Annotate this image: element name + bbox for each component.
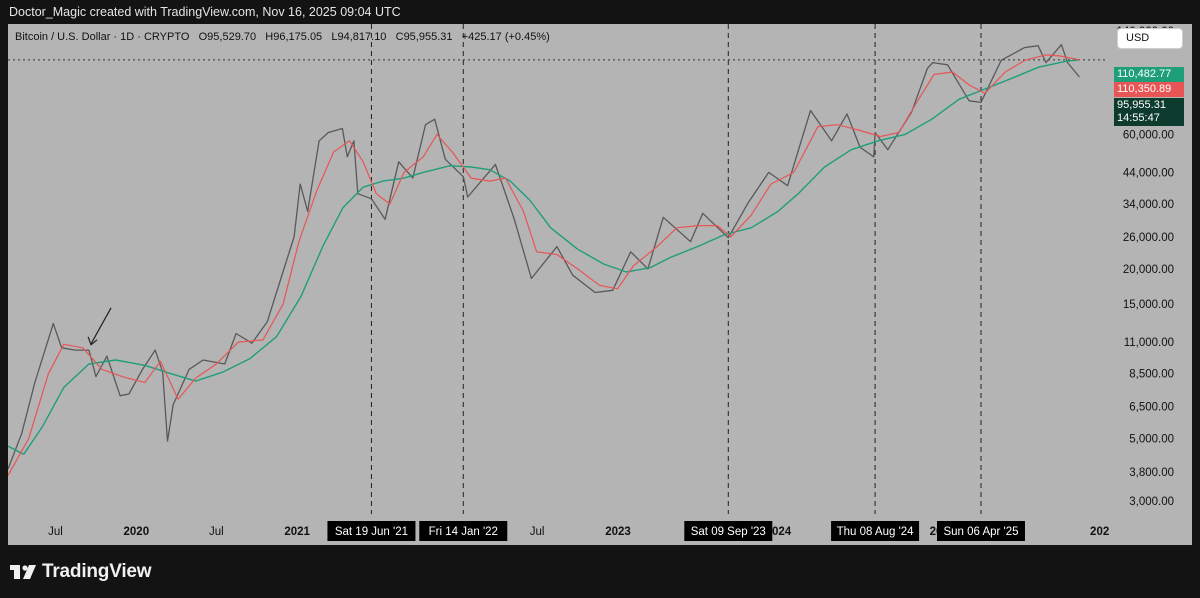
last-price-tag: 95,955.31 bbox=[1114, 98, 1184, 113]
arrow-shaft bbox=[90, 307, 112, 345]
currency-button[interactable]: USD bbox=[1117, 28, 1183, 49]
y-tick-label: 60,000.00 bbox=[1123, 129, 1174, 141]
y-tick-label: 26,000.00 bbox=[1123, 232, 1174, 244]
x-tick-label: 2020 bbox=[124, 526, 150, 538]
bar-countdown-tag: 14:55:47 bbox=[1114, 111, 1184, 126]
slow-moving-average bbox=[8, 59, 1080, 455]
marker-date-box bbox=[327, 521, 416, 541]
marker-date-label: Sat 19 Jun '21 bbox=[335, 526, 408, 538]
vertical-markers bbox=[370, 24, 982, 514]
low-value: L94,817.10 bbox=[331, 31, 387, 43]
chart-caption: Doctor_Magic created with TradingView.co… bbox=[9, 5, 401, 19]
x-tick-label: Jul bbox=[48, 526, 63, 538]
marker-date-box bbox=[831, 521, 920, 541]
x-tick-label: Jul bbox=[530, 526, 545, 538]
marker-date-box bbox=[684, 521, 773, 541]
y-tick-label: 5,000.00 bbox=[1129, 434, 1174, 446]
x-tick-label: 202 bbox=[1090, 526, 1109, 538]
y-tick-label: 15,000.00 bbox=[1123, 299, 1174, 311]
open-value: O95,529.70 bbox=[198, 31, 257, 43]
y-tick-label: 11,000.00 bbox=[1124, 337, 1174, 349]
y-tick-label: 8,500.00 bbox=[1129, 369, 1174, 381]
x-tick-label: Jul bbox=[209, 526, 224, 538]
tradingview-logo[interactable]: TradingView bbox=[10, 560, 152, 584]
x-axis: Jul2020Jul2021Jul20232024202202Sat 19 Ju… bbox=[48, 521, 1109, 541]
slow-ma-price-tag: 110,482.77 bbox=[1114, 67, 1184, 82]
y-tick-label: 20,000.00 bbox=[1123, 264, 1174, 276]
marker-date-label: Thu 08 Aug '24 bbox=[837, 526, 915, 538]
y-axis-ticks: 140,000.0060,000.0044,000.0034,000.0026,… bbox=[1116, 26, 1174, 508]
annotation-arrow bbox=[87, 307, 112, 346]
marker-date-box bbox=[419, 521, 508, 541]
marker-date-label: Fri 14 Jan '22 bbox=[429, 526, 498, 538]
price-line bbox=[8, 44, 1080, 470]
high-value: H96,175.05 bbox=[265, 31, 323, 43]
tradingview-mark-icon bbox=[10, 565, 36, 579]
price-chart[interactable]: 140,000.0060,000.0044,000.0034,000.0026,… bbox=[8, 24, 1192, 545]
symbol-name: Bitcoin / U.S. Dollar · 1D · CRYPTO bbox=[15, 31, 190, 43]
fast-ma-price-tag: 110,350.89 bbox=[1114, 82, 1184, 97]
fast-moving-average bbox=[8, 54, 1080, 476]
marker-date-label: Sat 09 Sep '23 bbox=[691, 526, 766, 538]
marker-date-label: Sun 06 Apr '25 bbox=[943, 526, 1018, 538]
brand-name: TradingView bbox=[42, 561, 152, 582]
symbol-legend: Bitcoin / U.S. Dollar · 1D · CRYPTO O95,… bbox=[15, 31, 550, 43]
y-tick-label: 3,800.00 bbox=[1129, 467, 1174, 479]
chart-area[interactable]: 140,000.0060,000.0044,000.0034,000.0026,… bbox=[8, 24, 1192, 545]
y-tick-label: 44,000.00 bbox=[1123, 167, 1174, 179]
y-tick-label: 3,000.00 bbox=[1129, 496, 1174, 508]
close-value: C95,955.31 bbox=[395, 31, 453, 43]
price-series bbox=[8, 44, 1080, 470]
marker-date-box bbox=[936, 521, 1025, 541]
arrow-head bbox=[87, 336, 98, 346]
change-value: +425.17 (+0.45%) bbox=[461, 31, 550, 43]
x-tick-label: 2023 bbox=[605, 526, 631, 538]
fast-ma-line bbox=[8, 54, 1080, 476]
x-tick-label: 2021 bbox=[284, 526, 310, 538]
y-tick-label: 34,000.00 bbox=[1123, 199, 1174, 211]
slow-ma-line bbox=[8, 59, 1080, 455]
y-tick-label: 6,500.00 bbox=[1129, 401, 1174, 413]
